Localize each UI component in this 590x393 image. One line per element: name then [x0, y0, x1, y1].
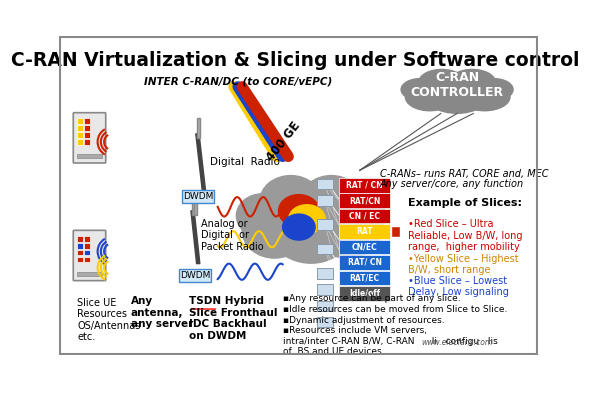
Bar	[77, 250, 83, 255]
Bar	[84, 132, 90, 138]
Text: www.elecfans.com: www.elecfans.com	[421, 338, 493, 347]
Text: CN / EC: CN / EC	[349, 212, 380, 220]
Text: RAT/CN: RAT/CN	[349, 196, 381, 205]
Ellipse shape	[260, 176, 322, 227]
FancyBboxPatch shape	[317, 284, 333, 295]
Bar	[77, 132, 83, 138]
Ellipse shape	[430, 73, 484, 102]
Text: Any server/core, any function: Any server/core, any function	[380, 179, 524, 189]
Bar	[84, 236, 90, 242]
Text: •Yellow Slice – Highest
B/W, short range: •Yellow Slice – Highest B/W, short range	[408, 254, 519, 275]
Ellipse shape	[313, 202, 382, 258]
Bar	[84, 243, 90, 249]
Text: C-RAN Virtualization & Slicing under Software control: C-RAN Virtualization & Slicing under Sof…	[11, 51, 579, 70]
Text: Digital  Radio: Digital Radio	[209, 157, 280, 167]
Text: ▪Resources include VM servers,: ▪Resources include VM servers,	[283, 326, 427, 335]
Ellipse shape	[300, 176, 362, 227]
FancyBboxPatch shape	[317, 317, 333, 327]
Bar	[84, 257, 90, 263]
FancyBboxPatch shape	[339, 178, 390, 193]
Ellipse shape	[334, 194, 386, 238]
FancyBboxPatch shape	[182, 190, 214, 203]
Text: Example of Slices:: Example of Slices:	[408, 198, 522, 208]
Text: •Blue Slice – Lowest
Delay, Low signaling: •Blue Slice – Lowest Delay, Low signalin…	[408, 276, 509, 298]
FancyBboxPatch shape	[317, 301, 333, 311]
Ellipse shape	[424, 73, 490, 113]
FancyBboxPatch shape	[192, 199, 195, 215]
Ellipse shape	[401, 79, 440, 101]
Text: Analog or
Digital  or
Packet Radio: Analog or Digital or Packet Radio	[201, 219, 264, 252]
Text: •Red Slice – Ultra
Reliable, Low B/W, long
range,  higher mobility: •Red Slice – Ultra Reliable, Low B/W, lo…	[408, 219, 523, 252]
Text: RAT/EC: RAT/EC	[349, 273, 379, 282]
Polygon shape	[196, 134, 205, 191]
Bar	[77, 118, 83, 124]
Text: DWDM: DWDM	[180, 271, 210, 280]
Ellipse shape	[274, 183, 348, 241]
Ellipse shape	[267, 183, 356, 263]
Text: C-RAN
CONTROLLER: C-RAN CONTROLLER	[411, 71, 504, 99]
FancyBboxPatch shape	[196, 118, 200, 138]
Bar	[84, 118, 90, 124]
Ellipse shape	[242, 202, 307, 258]
FancyBboxPatch shape	[317, 179, 333, 189]
Bar	[391, 226, 400, 237]
FancyBboxPatch shape	[73, 113, 106, 163]
FancyBboxPatch shape	[339, 240, 390, 254]
Text: RAT: RAT	[356, 227, 373, 236]
Bar	[77, 272, 101, 276]
Ellipse shape	[449, 70, 496, 95]
Text: RAT / CN: RAT / CN	[346, 181, 383, 190]
FancyBboxPatch shape	[339, 193, 390, 208]
FancyBboxPatch shape	[339, 255, 390, 270]
FancyBboxPatch shape	[339, 286, 390, 301]
Text: Slice UE
Resources
OS/Antennas
etc.: Slice UE Resources OS/Antennas etc.	[77, 298, 140, 342]
Ellipse shape	[237, 194, 289, 238]
Ellipse shape	[283, 214, 315, 240]
Bar	[84, 125, 90, 131]
FancyBboxPatch shape	[194, 199, 197, 215]
Text: of  BS and UE devices.: of BS and UE devices.	[283, 347, 384, 356]
FancyBboxPatch shape	[317, 244, 333, 254]
Text: intra/inter C-RAN B/W, C-RAN      li   configu   lis: intra/inter C-RAN B/W, C-RAN li configu …	[283, 337, 497, 345]
FancyBboxPatch shape	[339, 224, 390, 239]
Polygon shape	[191, 211, 200, 264]
FancyBboxPatch shape	[339, 270, 390, 285]
Text: ▪Any resource can be part of any slice.: ▪Any resource can be part of any slice.	[283, 294, 460, 303]
FancyBboxPatch shape	[317, 219, 333, 230]
Ellipse shape	[459, 83, 510, 111]
Bar	[77, 154, 101, 158]
Ellipse shape	[278, 195, 319, 227]
FancyBboxPatch shape	[73, 230, 106, 281]
Bar	[77, 125, 83, 131]
Bar	[77, 257, 83, 263]
Text: ▪Idle resources can be moved from Slice to Slice.: ▪Idle resources can be moved from Slice …	[283, 305, 507, 314]
Text: C-RANs– runs RAT, CORE and, MEC: C-RANs– runs RAT, CORE and, MEC	[380, 169, 549, 179]
Text: 400 GE: 400 GE	[264, 119, 303, 164]
FancyBboxPatch shape	[339, 209, 390, 224]
FancyBboxPatch shape	[179, 269, 211, 282]
Bar	[77, 236, 83, 242]
Ellipse shape	[474, 79, 513, 101]
Ellipse shape	[419, 70, 465, 95]
Text: DWDM: DWDM	[183, 192, 214, 201]
Bar	[77, 243, 83, 249]
Text: RAT/ CN: RAT/ CN	[348, 258, 382, 267]
Text: INTER C-RAN/DC (to CORE/vEPC): INTER C-RAN/DC (to CORE/vEPC)	[144, 76, 332, 86]
Ellipse shape	[289, 205, 325, 233]
Bar	[84, 139, 90, 145]
Text: TSDN Hybrid
Slice Fronthaul
IDC Backhaul
on DWDM: TSDN Hybrid Slice Fronthaul IDC Backhaul…	[189, 296, 278, 341]
Text: CN/EC: CN/EC	[352, 242, 378, 252]
Text: ▪Dynamic adjustment of resources.: ▪Dynamic adjustment of resources.	[283, 316, 444, 325]
FancyBboxPatch shape	[317, 195, 333, 206]
FancyBboxPatch shape	[317, 268, 333, 279]
Text: Idle/off: Idle/off	[349, 289, 380, 298]
Text: Any
antenna,
any server: Any antenna, any server	[131, 296, 193, 329]
Ellipse shape	[405, 83, 454, 111]
Bar	[84, 250, 90, 255]
Bar	[77, 139, 83, 145]
